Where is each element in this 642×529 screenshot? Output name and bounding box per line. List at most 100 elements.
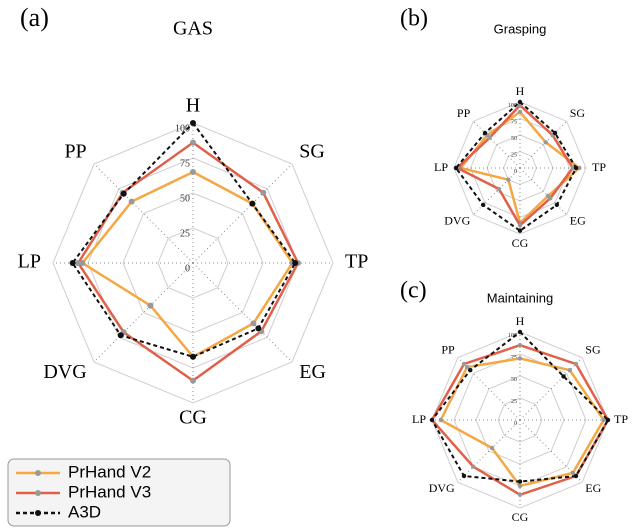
axis-label: H [516, 314, 525, 328]
series-point [471, 464, 476, 469]
axis-spoke [472, 120, 521, 169]
axis-label: EG [299, 361, 326, 383]
axis-label: TP [345, 251, 368, 273]
legend-label: PrHand V3 [68, 482, 151, 501]
axis-label: LP [412, 412, 426, 426]
r-tick-label: 25 [511, 399, 517, 405]
grid-ring [453, 101, 587, 235]
axis-label: DVG [444, 213, 470, 227]
axis-spoke [519, 120, 568, 169]
series-point [461, 473, 467, 479]
series-point [573, 473, 579, 479]
legend-box [7, 458, 231, 527]
series-point [190, 120, 196, 126]
series-point [601, 417, 606, 423]
axis-label: CG [512, 510, 529, 524]
grid-ring [157, 227, 229, 299]
series-point [567, 368, 572, 373]
axis-label: PP [457, 106, 471, 120]
r-tick-label: 50 [511, 136, 517, 142]
series-point [570, 165, 575, 171]
series-point [464, 364, 470, 370]
r-tick-label: 100 [508, 333, 517, 339]
r-tick-label: 25 [180, 228, 190, 239]
series-point [496, 186, 502, 192]
chart-title: Grasping [494, 21, 547, 36]
series-point [605, 417, 611, 423]
series-point [120, 190, 127, 197]
series-point [429, 417, 435, 423]
panel-label: (b) [400, 6, 428, 32]
series-point [517, 109, 523, 115]
series-point [468, 368, 473, 373]
axis-spoke [457, 419, 521, 483]
r-tick-label: 0 [185, 263, 190, 274]
chart-title: Maintaining [487, 290, 554, 305]
series-line [71, 121, 297, 358]
axis-spoke [519, 357, 583, 421]
series-point [517, 483, 523, 489]
series-point [480, 202, 486, 208]
axis-label: EG [585, 481, 601, 495]
r-tick-label: 75 [511, 119, 517, 125]
legend-marker [35, 470, 41, 476]
series-point [249, 200, 256, 207]
series-point [487, 135, 492, 140]
series-point [482, 130, 488, 136]
series-line [439, 357, 606, 488]
series-point [190, 377, 196, 384]
series-point [573, 165, 579, 171]
series-point [75, 260, 82, 266]
series-point [517, 479, 523, 484]
axis-spoke [93, 163, 194, 264]
series-point [453, 165, 459, 171]
series-point [147, 302, 154, 309]
series-point [190, 353, 196, 360]
series-line [76, 141, 300, 383]
axis-spoke [192, 262, 293, 363]
legend-marker [35, 510, 41, 516]
r-tick-label: 75 [180, 158, 190, 169]
r-tick-label: 100 [508, 103, 517, 109]
series-point [517, 356, 523, 361]
r-tick-label: 25 [511, 152, 517, 158]
series-point [255, 325, 262, 332]
series-point [117, 332, 124, 339]
legend-marker [35, 490, 41, 496]
series-point [517, 492, 523, 497]
r-tick-label: 75 [511, 355, 517, 361]
axis-label: TP [592, 160, 606, 174]
series-point [517, 343, 523, 348]
axis-label: LP [434, 160, 448, 174]
legend-label: A3D [68, 502, 101, 521]
series-point [548, 196, 553, 201]
series-point [517, 228, 523, 233]
axis-label: LP [18, 251, 41, 273]
r-tick-label: 50 [180, 193, 190, 204]
series-point [561, 374, 566, 379]
panel-label: (a) [20, 3, 49, 32]
series-point [128, 198, 135, 205]
axis-label: SG [570, 106, 586, 120]
series-point [517, 329, 523, 335]
grid-ring [431, 331, 609, 509]
axis-label: PP [441, 342, 455, 356]
grid-ring [497, 397, 543, 443]
axis-spoke [457, 357, 521, 421]
axis-label: DVG [429, 481, 455, 495]
series-point [552, 130, 558, 136]
axis-label: H [186, 95, 200, 117]
axis-spoke [472, 167, 521, 216]
series-point [292, 260, 299, 266]
series-point [517, 223, 523, 228]
series-point [517, 99, 523, 105]
panel-label: (c) [400, 278, 427, 304]
series-point [190, 169, 196, 175]
series-point [554, 202, 560, 208]
axis-label: H [516, 84, 525, 98]
r-tick-label: 50 [511, 377, 517, 383]
axis-spoke [519, 419, 583, 483]
series-point [190, 139, 196, 146]
